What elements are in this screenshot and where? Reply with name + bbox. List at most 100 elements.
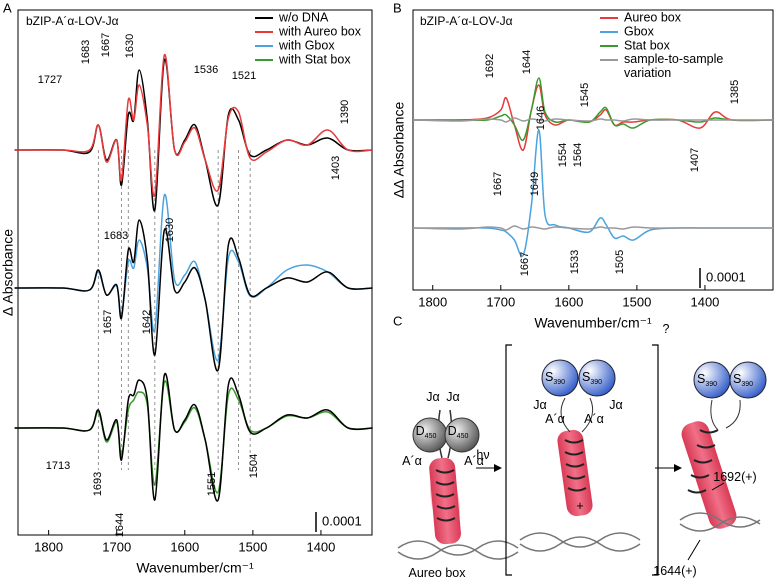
x-tick-label: 1800 — [34, 539, 63, 554]
peak-label: 1646 — [535, 106, 547, 130]
panel-c-diagram — [397, 344, 767, 576]
diagram-label-sub: 450 — [425, 433, 437, 440]
diagram-label-text: hν — [476, 448, 489, 462]
peak-label: 1504 — [248, 454, 260, 478]
y-axis-title: ΔΔ Absorbance — [391, 102, 407, 199]
diagram-label: Jα — [533, 398, 546, 412]
diagram-label-text: S — [582, 370, 590, 384]
peak-label: 1683 — [104, 230, 128, 242]
peak-label: 1407 — [689, 148, 701, 172]
spectrum-line — [14, 194, 373, 362]
x-tick-label: 1500 — [238, 539, 267, 554]
panel-letter: C — [393, 313, 402, 328]
diagram-label-text: A´α — [402, 454, 422, 468]
diagram-label-text: ? — [663, 322, 670, 336]
spectrum-line — [413, 129, 773, 257]
peak-label: 1630 — [124, 34, 136, 58]
diagram-label-text: S — [545, 370, 553, 384]
diagram-label-text: Jα — [533, 398, 546, 412]
diagram-label: 1644(+) — [653, 564, 696, 578]
diagram-label-text: A´α — [545, 412, 565, 426]
x-tick-label: 1600 — [554, 294, 583, 309]
legend-label: with Gbox — [278, 38, 335, 52]
diagram-label-text: A´α — [464, 454, 484, 468]
diagram-label: A´α — [545, 412, 565, 426]
scale-bar-label: 0.0001 — [706, 269, 746, 284]
diagram-label: S390 — [733, 372, 753, 388]
diagram-label-text: + — [576, 499, 583, 513]
diagram-label: D450 — [448, 424, 469, 440]
x-tick-label: 1800 — [418, 294, 447, 309]
diagram-label: Aureo box — [409, 566, 467, 580]
peak-label: 1536 — [194, 64, 218, 76]
spectrum-line — [413, 77, 774, 141]
legend-label: Gbox — [624, 24, 655, 38]
peak-label: 1692 — [484, 54, 496, 78]
chart-title: bZIP-A´α-LOV-Jα — [420, 14, 513, 28]
diagram-label: Jα — [446, 390, 459, 404]
legend-label: with Aureo box — [278, 24, 362, 38]
diagram-label-text: Aureo box — [409, 566, 467, 580]
peak-label: 1649 — [529, 172, 541, 196]
peak-label: 1667 — [519, 252, 531, 276]
x-tick-label: 1400 — [306, 539, 335, 554]
peak-label: 1683 — [80, 40, 92, 64]
diagram-label-sub: 390 — [741, 381, 753, 388]
diagram-label-text: S — [697, 372, 705, 386]
diagram-label-text: S — [733, 372, 741, 386]
peak-label: 1642 — [141, 310, 153, 334]
peak-label: 1667 — [100, 33, 112, 57]
peak-label: 1644 — [521, 50, 533, 74]
diagram-label: Jα — [426, 390, 439, 404]
diagram-label-sub: 390 — [553, 379, 565, 386]
peak-label: 1385 — [729, 80, 741, 104]
peak-label: 1693 — [92, 472, 104, 496]
peak-label: 1551 — [206, 472, 218, 496]
peak-label: 1390 — [339, 100, 351, 124]
spectrum-line — [412, 117, 773, 123]
peak-label: 1657 — [102, 310, 114, 334]
diagram-label-text: Jα — [446, 390, 459, 404]
peak-label: 1545 — [579, 83, 591, 107]
peak-label: 1554 — [557, 143, 569, 167]
spectrum-line — [14, 380, 373, 494]
plot-frame — [17, 9, 373, 536]
diagram-label: ? — [663, 322, 670, 336]
diagram-label-text: 1644(+) — [653, 564, 696, 578]
legend-label: Stat box — [624, 38, 671, 52]
legend-label: with Stat box — [278, 52, 351, 66]
chart-title: bZIP-A´α-LOV-Jα — [26, 14, 119, 28]
diagram-label-text: D — [448, 424, 457, 438]
x-tick-label: 1500 — [622, 294, 651, 309]
diagram-label: Jα — [609, 398, 622, 412]
diagram-label: D450 — [416, 424, 437, 440]
legend-label: sample-to-sample variation — [624, 52, 723, 80]
diagram-label: hν — [476, 448, 489, 462]
spectrum-line — [14, 372, 373, 502]
plot-frame — [412, 9, 774, 291]
peak-label: 1521 — [232, 70, 256, 82]
legend-label: Aureo box — [624, 10, 682, 24]
diagram-label-sub: 390 — [705, 381, 717, 388]
diagram-label-text: Jα — [609, 398, 622, 412]
diagram-label-sub: 390 — [590, 379, 602, 386]
x-tick-label: 1700 — [102, 539, 131, 554]
x-axis-title: Wavenumber/cm⁻¹ — [534, 315, 652, 331]
peak-label: 1564 — [572, 143, 584, 167]
peak-label: 1667 — [492, 172, 504, 196]
diagram-label: A´α — [584, 412, 604, 426]
diagram-label: A´α — [464, 454, 484, 468]
peak-label: 1727 — [38, 74, 62, 86]
spectrum-line — [14, 219, 373, 372]
diagram-label-text: A´α — [584, 412, 604, 426]
x-tick-label: 1400 — [690, 294, 719, 309]
peak-label: 1533 — [569, 250, 581, 274]
diagram-label-text: 1692(+) — [713, 470, 756, 484]
diagram-label-text: D — [416, 424, 425, 438]
peak-label: 1644 — [114, 513, 126, 537]
peak-label: 1403 — [330, 156, 342, 180]
diagram-label: S390 — [545, 370, 565, 386]
y-axis-title: Δ Absorbance — [0, 229, 16, 316]
